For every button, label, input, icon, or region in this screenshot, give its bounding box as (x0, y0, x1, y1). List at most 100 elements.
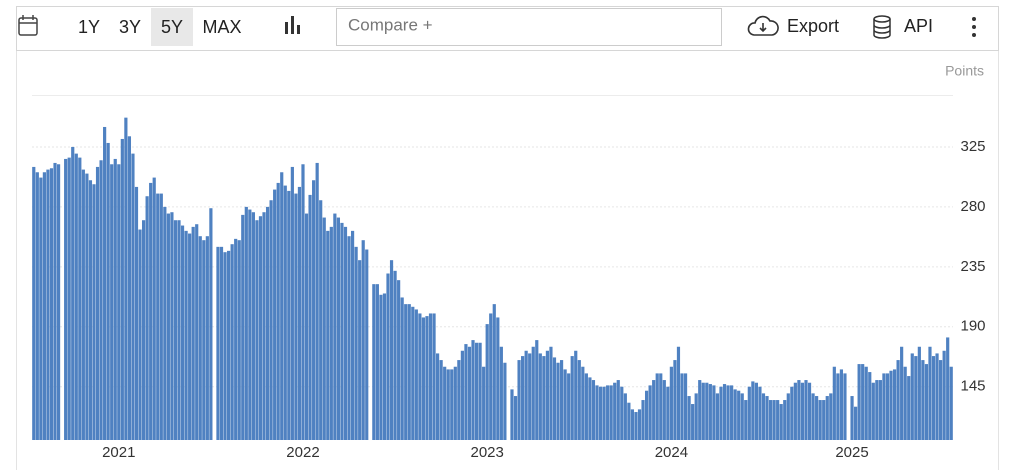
bar (219, 246, 224, 440)
bar (53, 162, 57, 440)
calendar-button[interactable] (18, 15, 38, 36)
y-tick-label: 145 (960, 378, 985, 395)
bar (64, 158, 68, 440)
bar (308, 194, 312, 440)
bar (485, 324, 489, 440)
bar (347, 236, 351, 440)
bar (248, 209, 252, 440)
bar (783, 400, 787, 440)
bar (712, 385, 716, 440)
bar (333, 213, 337, 440)
bar (705, 382, 709, 440)
bar (92, 184, 96, 440)
chart-type-button[interactable] (285, 16, 300, 34)
bar (110, 164, 114, 440)
bar (205, 236, 209, 440)
dot (972, 33, 976, 37)
more-button[interactable] (972, 17, 976, 37)
range-button[interactable]: 5Y (161, 17, 183, 37)
bar (570, 356, 574, 440)
bar (683, 373, 688, 440)
bar (95, 166, 100, 441)
bar (404, 304, 408, 440)
bar (145, 196, 149, 440)
bar (474, 342, 479, 440)
bar (751, 381, 755, 440)
bar (765, 396, 769, 440)
bar (733, 389, 737, 440)
bar (85, 173, 89, 440)
bar (581, 366, 585, 440)
bar (159, 193, 163, 440)
bar (411, 306, 415, 440)
bar (464, 344, 468, 440)
compare-input[interactable] (336, 8, 722, 46)
range-button[interactable]: 1Y (78, 17, 100, 37)
bar (297, 186, 302, 440)
range-button[interactable]: MAX (202, 17, 241, 37)
bar (896, 360, 900, 440)
bar (871, 382, 875, 440)
bar (241, 214, 245, 440)
api-label: API (904, 16, 933, 36)
bar (400, 297, 404, 440)
bar (829, 393, 833, 440)
api-button[interactable]: API (873, 15, 933, 39)
selected-range-bg (151, 8, 193, 46)
dot (972, 25, 976, 29)
bar (719, 386, 723, 440)
bar (598, 386, 603, 440)
bar (42, 172, 46, 441)
bar (786, 393, 790, 440)
bar (935, 353, 939, 440)
bar (715, 393, 720, 440)
bar (868, 372, 872, 440)
bar (790, 386, 794, 440)
bar (680, 373, 684, 440)
bar (170, 212, 174, 440)
bar (807, 382, 812, 440)
bar (779, 404, 783, 440)
export-button[interactable]: Export (747, 15, 839, 36)
bar (304, 213, 309, 440)
bar (659, 373, 663, 440)
bar (921, 360, 925, 440)
bar (294, 193, 298, 440)
bar (223, 252, 227, 440)
bar (49, 168, 54, 440)
calendar-icon (18, 17, 38, 36)
bar (939, 360, 943, 440)
bar (885, 373, 890, 440)
bar (436, 353, 440, 440)
bar (262, 212, 266, 440)
bar (853, 406, 858, 440)
bar (163, 206, 167, 440)
bar (747, 386, 751, 440)
bar (382, 293, 387, 440)
bar (772, 400, 776, 440)
bar (350, 230, 355, 440)
bar (655, 373, 659, 440)
bar (173, 220, 178, 440)
range-button[interactable]: 3Y (119, 17, 141, 37)
bar (446, 369, 450, 440)
bar (804, 380, 808, 440)
bar (191, 226, 195, 440)
bar (131, 153, 135, 440)
bar (460, 350, 464, 440)
bar (818, 400, 822, 440)
bar (343, 226, 348, 440)
bar (244, 206, 248, 440)
bar (276, 182, 280, 441)
y-axis-label: Points (945, 63, 984, 79)
bar (46, 169, 50, 440)
bar (588, 377, 592, 440)
bar (322, 217, 326, 440)
bar (407, 304, 411, 440)
bar (329, 226, 333, 440)
cloud-icon (747, 15, 779, 36)
x-tick-label: 2024 (655, 444, 688, 461)
bar (613, 382, 617, 440)
bar (389, 260, 394, 440)
